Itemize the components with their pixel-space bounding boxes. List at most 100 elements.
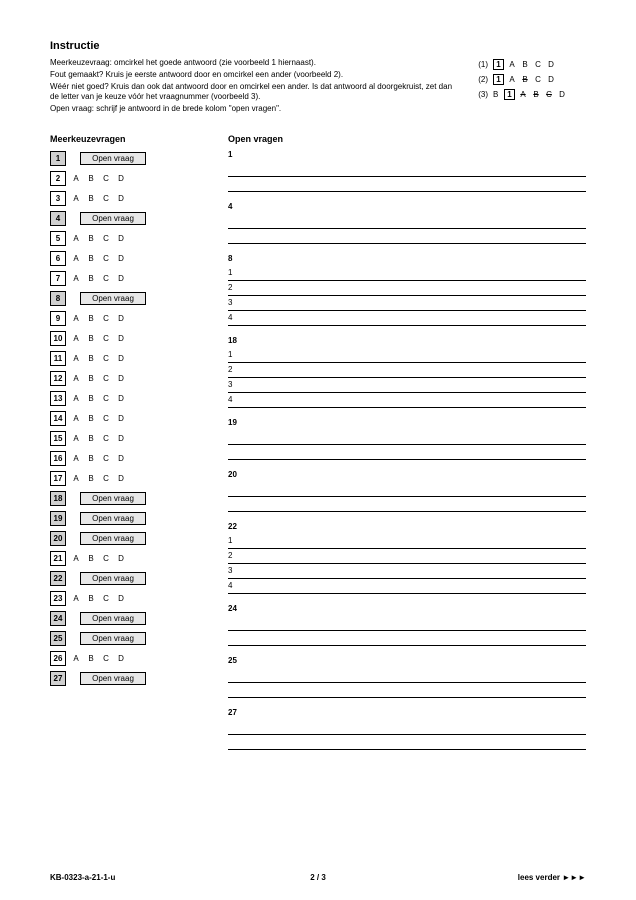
open-question-button[interactable]: Open vraag xyxy=(80,672,146,685)
mc-option[interactable]: C xyxy=(102,554,110,563)
mc-options[interactable]: ABCD xyxy=(72,594,125,603)
mc-options[interactable]: ABCD xyxy=(72,174,125,183)
answer-line[interactable]: 2 xyxy=(228,549,586,564)
mc-option[interactable]: C xyxy=(102,194,110,203)
mc-option[interactable]: B xyxy=(87,274,95,283)
mc-option[interactable]: C xyxy=(102,474,110,483)
answer-line[interactable]: 4 xyxy=(228,311,586,326)
mc-option[interactable]: A xyxy=(72,454,80,463)
mc-option[interactable]: C xyxy=(102,394,110,403)
mc-option[interactable]: A xyxy=(72,234,80,243)
mc-option[interactable]: C xyxy=(102,274,110,283)
answer-line[interactable] xyxy=(228,482,586,497)
mc-option[interactable]: B xyxy=(87,554,95,563)
mc-option[interactable]: B xyxy=(87,594,95,603)
mc-option[interactable]: D xyxy=(117,354,125,363)
answer-line[interactable]: 2 xyxy=(228,281,586,296)
mc-option[interactable]: B xyxy=(87,654,95,663)
mc-option[interactable]: A xyxy=(72,374,80,383)
open-question-button[interactable]: Open vraag xyxy=(80,492,146,505)
mc-option[interactable]: A xyxy=(72,414,80,423)
mc-options[interactable]: ABCD xyxy=(72,394,125,403)
answer-line[interactable] xyxy=(228,445,586,460)
mc-option[interactable]: C xyxy=(102,354,110,363)
mc-option[interactable]: B xyxy=(87,454,95,463)
answer-line[interactable] xyxy=(228,177,586,192)
mc-option[interactable]: A xyxy=(72,654,80,663)
answer-line[interactable]: 4 xyxy=(228,579,586,594)
mc-option[interactable]: B xyxy=(87,174,95,183)
mc-option[interactable]: A xyxy=(72,314,80,323)
mc-option[interactable]: D xyxy=(117,414,125,423)
answer-line[interactable]: 4 xyxy=(228,393,586,408)
open-question-button[interactable]: Open vraag xyxy=(80,612,146,625)
mc-option[interactable]: A xyxy=(72,594,80,603)
answer-line[interactable] xyxy=(228,735,586,750)
answer-line[interactable]: 1 xyxy=(228,266,586,281)
answer-line[interactable] xyxy=(228,683,586,698)
mc-option[interactable]: C xyxy=(102,434,110,443)
mc-option[interactable]: A xyxy=(72,354,80,363)
mc-option[interactable]: A xyxy=(72,274,80,283)
mc-option[interactable]: D xyxy=(117,454,125,463)
mc-option[interactable]: A xyxy=(72,194,80,203)
open-question-button[interactable]: Open vraag xyxy=(80,212,146,225)
mc-option[interactable]: C xyxy=(102,654,110,663)
mc-option[interactable]: C xyxy=(102,414,110,423)
mc-option[interactable]: D xyxy=(117,314,125,323)
mc-option[interactable]: D xyxy=(117,594,125,603)
mc-option[interactable]: D xyxy=(117,654,125,663)
mc-options[interactable]: ABCD xyxy=(72,554,125,563)
open-question-button[interactable]: Open vraag xyxy=(80,152,146,165)
mc-option[interactable]: B xyxy=(87,254,95,263)
mc-option[interactable]: B xyxy=(87,334,95,343)
mc-option[interactable]: B xyxy=(87,414,95,423)
mc-option[interactable]: C xyxy=(102,174,110,183)
mc-options[interactable]: ABCD xyxy=(72,454,125,463)
answer-line[interactable] xyxy=(228,668,586,683)
mc-option[interactable]: A xyxy=(72,554,80,563)
mc-options[interactable]: ABCD xyxy=(72,374,125,383)
mc-option[interactable]: D xyxy=(117,474,125,483)
mc-option[interactable]: B xyxy=(87,374,95,383)
mc-options[interactable]: ABCD xyxy=(72,334,125,343)
open-question-button[interactable]: Open vraag xyxy=(80,512,146,525)
mc-options[interactable]: ABCD xyxy=(72,354,125,363)
mc-option[interactable]: A xyxy=(72,474,80,483)
mc-option[interactable]: B xyxy=(87,474,95,483)
mc-option[interactable]: A xyxy=(72,394,80,403)
mc-options[interactable]: ABCD xyxy=(72,234,125,243)
mc-option[interactable]: C xyxy=(102,254,110,263)
mc-option[interactable]: C xyxy=(102,374,110,383)
answer-line[interactable] xyxy=(228,162,586,177)
mc-options[interactable]: ABCD xyxy=(72,434,125,443)
mc-option[interactable]: C xyxy=(102,314,110,323)
answer-line[interactable] xyxy=(228,430,586,445)
answer-line[interactable]: 3 xyxy=(228,296,586,311)
answer-line[interactable] xyxy=(228,229,586,244)
mc-option[interactable]: D xyxy=(117,174,125,183)
mc-option[interactable]: B xyxy=(87,434,95,443)
answer-line[interactable]: 3 xyxy=(228,564,586,579)
mc-option[interactable]: B xyxy=(87,234,95,243)
mc-option[interactable]: D xyxy=(117,394,125,403)
open-question-button[interactable]: Open vraag xyxy=(80,292,146,305)
answer-line[interactable]: 1 xyxy=(228,348,586,363)
mc-option[interactable]: D xyxy=(117,434,125,443)
mc-option[interactable]: C xyxy=(102,454,110,463)
open-question-button[interactable]: Open vraag xyxy=(80,632,146,645)
mc-options[interactable]: ABCD xyxy=(72,314,125,323)
mc-option[interactable]: A xyxy=(72,334,80,343)
mc-option[interactable]: D xyxy=(117,194,125,203)
answer-line[interactable] xyxy=(228,631,586,646)
mc-options[interactable]: ABCD xyxy=(72,254,125,263)
mc-option[interactable]: C xyxy=(102,594,110,603)
mc-options[interactable]: ABCD xyxy=(72,194,125,203)
answer-line[interactable]: 3 xyxy=(228,378,586,393)
answer-line[interactable] xyxy=(228,720,586,735)
open-question-button[interactable]: Open vraag xyxy=(80,532,146,545)
mc-option[interactable]: D xyxy=(117,274,125,283)
open-question-button[interactable]: Open vraag xyxy=(80,572,146,585)
mc-option[interactable]: B xyxy=(87,314,95,323)
mc-options[interactable]: ABCD xyxy=(72,274,125,283)
